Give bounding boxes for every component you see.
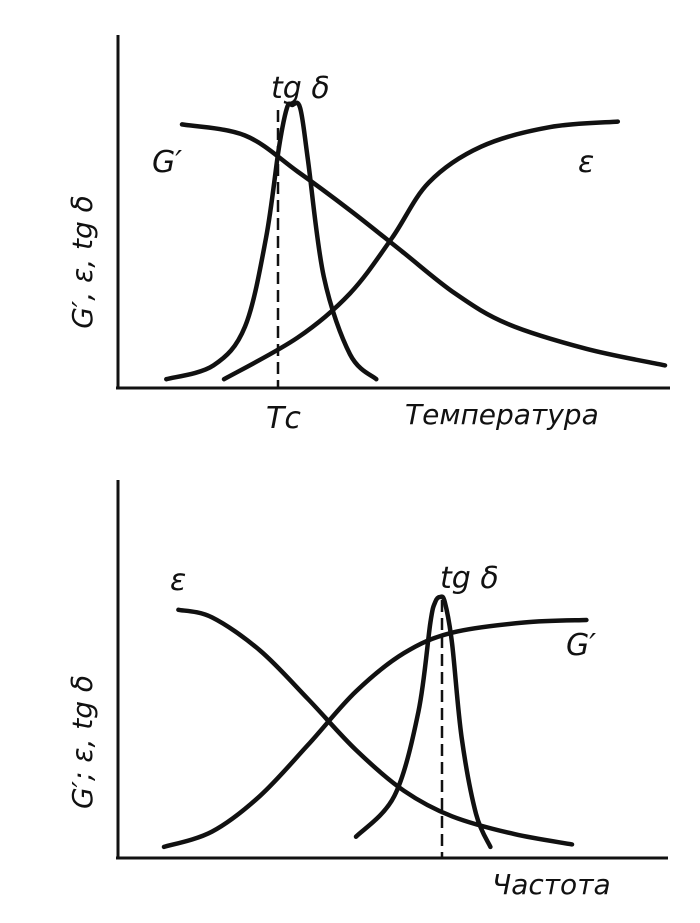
series-line-2 [164,100,379,382]
y-axis-label: G′; ε, tg δ [66,675,99,809]
series-label-g-prime: G′ [566,628,596,663]
series-line-1 [221,119,621,382]
series-label-epsilon: ε [170,563,186,598]
series-label-tg-delta: tg δ [440,561,499,596]
x-tick-label-tc: Tс [266,401,301,436]
series-line-0 [179,122,668,368]
series-curves [164,100,668,382]
y-axis-label: G′, ε, tg δ [66,195,99,329]
series-label-epsilon: ε [578,145,594,180]
series-curves [161,594,589,850]
series-line-1 [161,617,589,850]
frequency-chart: ε tg δ G′ Частота G′; ε, tg δ [66,480,668,901]
series-line-0 [176,607,575,847]
x-axis-label: Частота [492,868,611,901]
series-line-2 [353,594,493,850]
series-label-tg-delta: tg δ [271,71,330,106]
temperature-chart: tg δ G′ ε Tс Температура G′, ε, tg δ [66,35,670,436]
series-label-g-prime: G′ [152,145,182,180]
x-axis-label: Температура [405,398,599,431]
